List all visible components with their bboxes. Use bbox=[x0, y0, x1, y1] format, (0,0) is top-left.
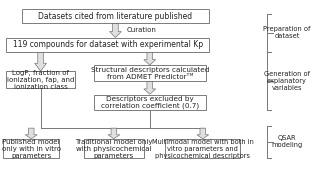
FancyArrow shape bbox=[144, 81, 156, 94]
Text: Multimodal model with both in
vitro parameters and
physicochemical descriptors: Multimodal model with both in vitro para… bbox=[152, 139, 254, 159]
Text: LogP, fraction of
ionization, fap, and
ionization class: LogP, fraction of ionization, fap, and i… bbox=[7, 69, 74, 90]
FancyBboxPatch shape bbox=[22, 9, 209, 23]
Text: Descriptors excluded by
correlation coefficient (0.7): Descriptors excluded by correlation coef… bbox=[101, 96, 199, 109]
FancyBboxPatch shape bbox=[94, 65, 206, 81]
Text: Curation: Curation bbox=[126, 27, 156, 33]
FancyBboxPatch shape bbox=[3, 139, 59, 158]
FancyBboxPatch shape bbox=[84, 139, 144, 158]
Text: Structural descriptors calculated
from ADMET Predictorᵀᴹ: Structural descriptors calculated from A… bbox=[90, 67, 209, 80]
Text: Generation of
explanatory
variables: Generation of explanatory variables bbox=[264, 71, 310, 91]
FancyArrow shape bbox=[197, 128, 209, 139]
FancyBboxPatch shape bbox=[6, 71, 75, 88]
Text: 119 compounds for dataset with experimental Kp: 119 compounds for dataset with experimen… bbox=[12, 40, 203, 49]
Text: QSAR
modeling: QSAR modeling bbox=[271, 135, 303, 148]
FancyBboxPatch shape bbox=[165, 139, 240, 158]
FancyArrow shape bbox=[110, 23, 121, 37]
FancyBboxPatch shape bbox=[94, 95, 206, 110]
FancyArrow shape bbox=[25, 128, 37, 139]
FancyArrow shape bbox=[108, 128, 120, 139]
FancyArrow shape bbox=[35, 52, 46, 71]
FancyArrow shape bbox=[144, 52, 156, 65]
Text: Preparation of
dataset: Preparation of dataset bbox=[263, 26, 311, 39]
FancyBboxPatch shape bbox=[6, 38, 209, 52]
Text: Datasets cited from literature published: Datasets cited from literature published bbox=[38, 12, 193, 21]
Text: Published model
only with in vitro
parameters: Published model only with in vitro param… bbox=[2, 139, 61, 159]
Text: Traditional model only
with physicochemical
parameters: Traditional model only with physicochemi… bbox=[75, 139, 153, 159]
